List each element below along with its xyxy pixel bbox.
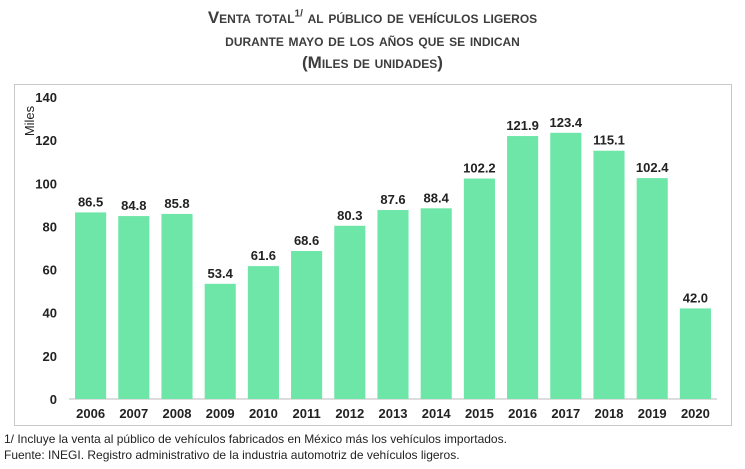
x-tick-label: 2017: [551, 406, 580, 421]
y-tick-label: 0: [50, 392, 57, 407]
bar-value-label: 80.3: [337, 208, 362, 223]
y-tick-label: 80: [43, 219, 57, 234]
bar: [161, 213, 193, 399]
bar-value-label: 102.2: [463, 161, 496, 176]
x-tick-label: 2015: [465, 406, 494, 421]
bar-value-label: 123.4: [550, 115, 583, 130]
bar: [377, 210, 409, 399]
x-tick-label: 2018: [595, 406, 624, 421]
bar-value-label: 84.8: [121, 198, 146, 213]
x-tick-label: 2011: [292, 406, 320, 421]
bar-value-label: 61.6: [251, 248, 276, 263]
title-prefix: Venta total: [207, 8, 295, 27]
bar: [636, 178, 668, 399]
x-tick-label: 2014: [422, 406, 452, 421]
footnote: 1/ Incluye la venta al público de vehícu…: [4, 432, 507, 446]
title-line-2-text: durante mayo de los años que se indican: [225, 31, 520, 50]
x-tick-label: 2012: [335, 406, 364, 421]
bar: [75, 212, 107, 399]
bar-value-label: 68.6: [294, 233, 319, 248]
y-tick-label: 40: [43, 306, 57, 321]
bar-value-label: 42.0: [683, 290, 708, 305]
source-note: Fuente: INEGI. Registro administrativo d…: [4, 448, 460, 462]
bar-chart: Miles 0 20 40 60 80 100 120 140 86.5 2006 84.8 2007 8…: [22, 90, 717, 421]
chart-frame: Miles 0 20 40 60 80 100 120 140 86.5 2006 84.8 2007 8…: [14, 84, 732, 426]
x-tick-label: 2020: [681, 406, 710, 421]
title-superscript: 1/: [294, 8, 303, 20]
bar-value-label: 88.4: [424, 190, 450, 205]
bar: [679, 308, 711, 399]
y-tick-label: 20: [43, 349, 57, 364]
bar: [420, 208, 452, 399]
title-suffix: al público de vehículos ligeros: [302, 8, 538, 27]
bar: [291, 251, 323, 399]
bar: [247, 266, 279, 399]
bar: [507, 136, 539, 399]
x-tick-label: 2013: [379, 406, 408, 421]
x-tick-label: 2010: [249, 406, 278, 421]
bar-value-label: 53.4: [208, 266, 234, 281]
bar-value-label: 121.9: [506, 118, 539, 133]
bar: [118, 216, 150, 399]
bar: [204, 283, 236, 399]
bar-value-label: 86.5: [78, 194, 103, 209]
x-tick-label: 2006: [76, 406, 105, 421]
bar-value-label: 115.1: [593, 133, 625, 148]
x-tick-label: 2007: [119, 406, 148, 421]
y-tick-label: 60: [43, 263, 57, 278]
y-tick-label: 100: [35, 176, 57, 191]
bar: [550, 132, 582, 399]
chart-title-line-3: (Miles de unidades): [0, 53, 745, 73]
bar: [463, 178, 495, 399]
bar-value-label: 102.4: [636, 160, 669, 175]
y-tick-label: 140: [35, 90, 57, 105]
bar-value-label: 85.8: [164, 196, 189, 211]
bar-value-label: 87.6: [380, 192, 405, 207]
y-axis-label: Miles: [22, 105, 37, 136]
x-tick-label: 2019: [638, 406, 667, 421]
x-tick-label: 2008: [163, 406, 192, 421]
x-tick-label: 2016: [508, 406, 537, 421]
x-tick-label: 2009: [206, 406, 235, 421]
bar: [334, 225, 366, 399]
bar: [593, 150, 625, 399]
title-line-3-text: (Miles de unidades): [302, 53, 443, 72]
chart-title-line-2: durante mayo de los años que se indican: [0, 31, 745, 51]
y-tick-label: 120: [35, 133, 57, 148]
chart-title-line-1: Venta total1/ al público de vehículos li…: [0, 8, 745, 28]
